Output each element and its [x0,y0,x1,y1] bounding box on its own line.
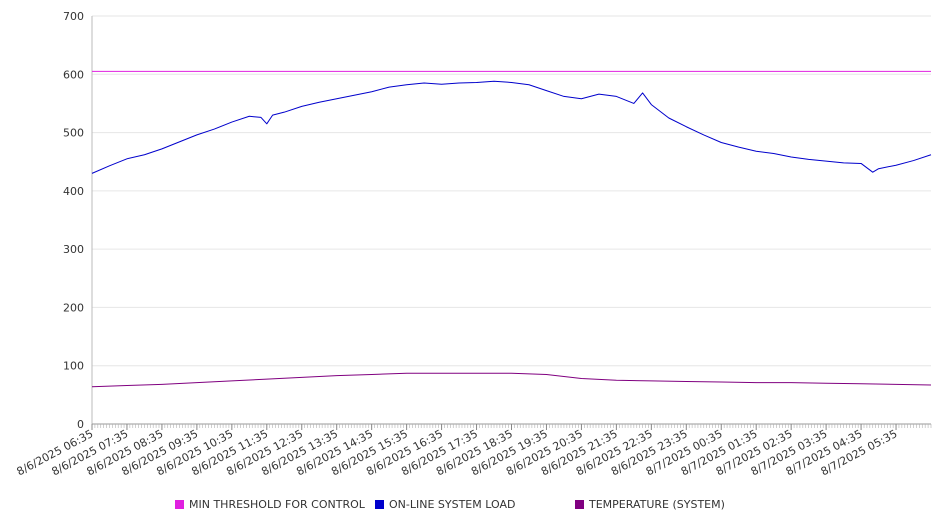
legend-swatch-min-threshold [175,500,184,509]
grid-lines [92,15,931,367]
y-tick-label-500: 500 [63,127,84,140]
legend-swatch-system-load [375,500,384,509]
y-tick-label-0: 0 [77,418,84,431]
y-tick-label-400: 400 [63,185,84,198]
temperature-line [91,372,932,388]
y-tick-label-300: 300 [63,243,84,256]
y-tick-label-100: 100 [63,360,84,373]
legend-label-system-load: ON-LINE SYSTEM LOAD [389,498,516,511]
legend-item-min-threshold: MIN THRESHOLD FOR CONTROL [175,498,365,511]
legend-item-system-load: ON-LINE SYSTEM LOAD [375,498,515,511]
legend: MIN THRESHOLD FOR CONTROL ON-LINE SYSTEM… [0,498,946,516]
legend-label-temperature: TEMPERATURE (SYSTEM) [589,498,725,511]
x-tick-labels: 8/6/2025 06:358/6/2025 07:358/6/2025 08:… [15,427,900,478]
legend-label-min-threshold: MIN THRESHOLD FOR CONTROL [189,498,365,511]
legend-item-temperature: TEMPERATURE (SYSTEM) [575,498,725,511]
series-lines [91,70,932,388]
y-tick-label-700: 700 [63,10,84,23]
y-tick-label-200: 200 [63,301,84,314]
system-load-line [91,80,932,174]
y-tick-label-600: 600 [63,68,84,81]
axes [91,16,932,430]
y-tick-labels: 0 100 200 300 400 500 600 700 [63,10,84,431]
legend-swatch-temperature [575,500,584,509]
